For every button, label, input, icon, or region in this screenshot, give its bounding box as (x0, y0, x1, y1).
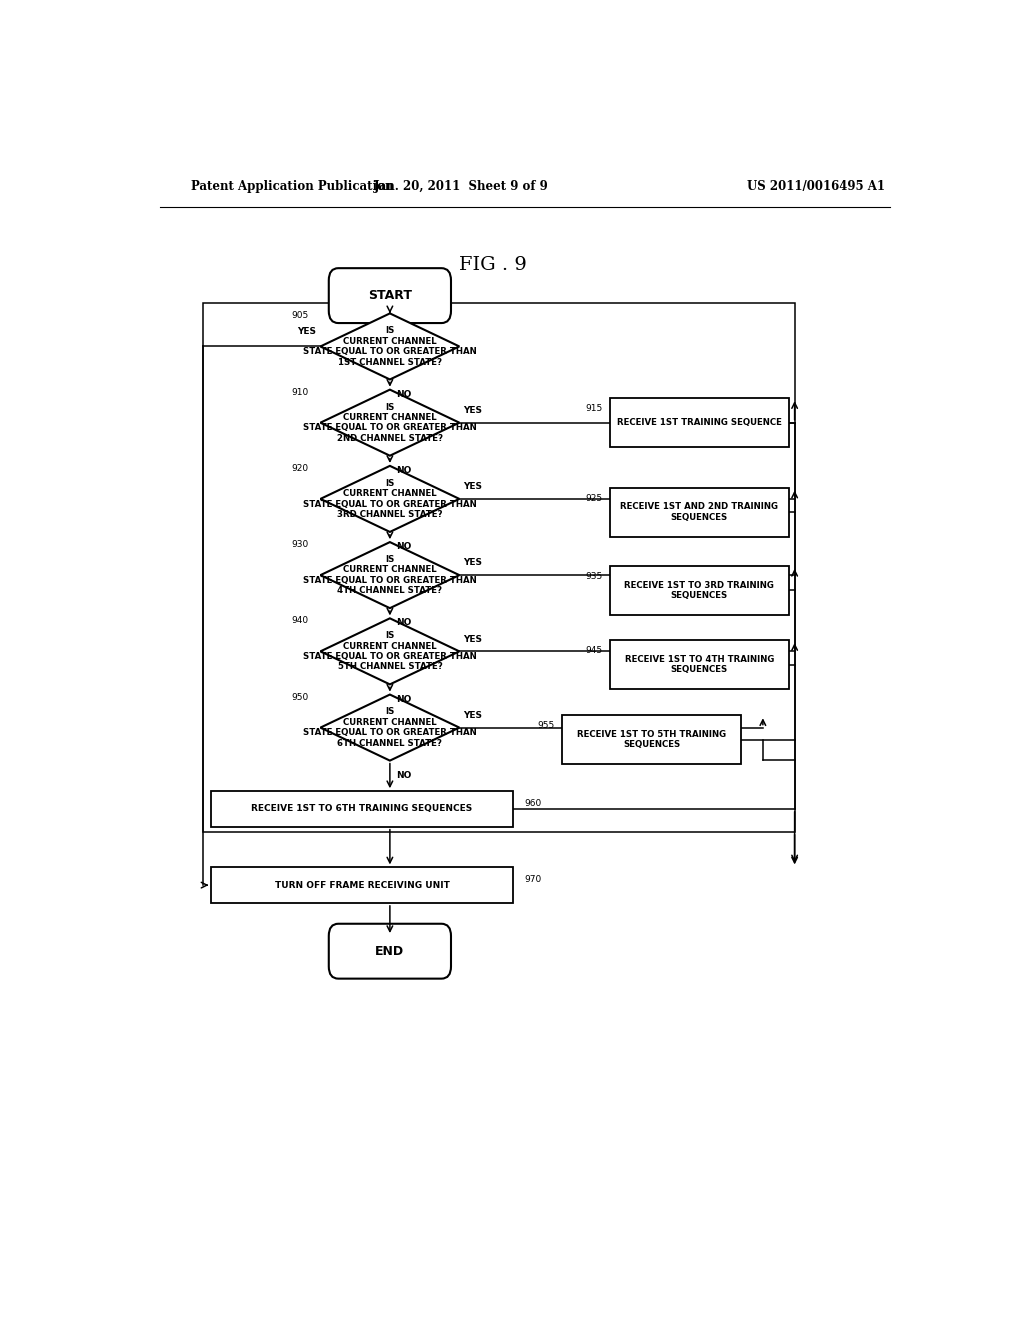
Bar (610, 640, 788, 689)
Text: FIG . 9: FIG . 9 (459, 256, 527, 275)
Text: IS
CURRENT CHANNEL
STATE EQUAL TO OR GREATER THAN
1ST CHANNEL STATE?: IS CURRENT CHANNEL STATE EQUAL TO OR GRE… (303, 326, 477, 367)
Text: END: END (376, 945, 404, 958)
Text: 955: 955 (538, 722, 555, 730)
Bar (211, 791, 513, 826)
Text: NO: NO (396, 466, 412, 475)
Text: 905: 905 (291, 312, 308, 321)
Text: START: START (368, 289, 412, 302)
Text: RECEIVE 1ST AND 2ND TRAINING
SEQUENCES: RECEIVE 1ST AND 2ND TRAINING SEQUENCES (621, 503, 778, 521)
Text: 950: 950 (291, 693, 308, 701)
Text: YES: YES (298, 326, 316, 335)
Polygon shape (321, 389, 460, 455)
Text: 915: 915 (585, 404, 602, 413)
Text: US 2011/0016495 A1: US 2011/0016495 A1 (748, 181, 885, 193)
Text: 925: 925 (585, 494, 602, 503)
Text: RECEIVE 1ST TO 4TH TRAINING
SEQUENCES: RECEIVE 1ST TO 4TH TRAINING SEQUENCES (625, 655, 774, 675)
Bar (211, 867, 513, 903)
Polygon shape (321, 543, 460, 609)
Text: NO: NO (396, 618, 412, 627)
Text: IS
CURRENT CHANNEL
STATE EQUAL TO OR GREATER THAN
3RD CHANNEL STATE?: IS CURRENT CHANNEL STATE EQUAL TO OR GRE… (303, 479, 477, 519)
Text: 940: 940 (292, 616, 308, 626)
Polygon shape (321, 466, 460, 532)
Polygon shape (321, 618, 460, 684)
Bar (610, 399, 788, 447)
Text: 960: 960 (524, 799, 542, 808)
Text: RECEIVE 1ST TO 3RD TRAINING
SEQUENCES: RECEIVE 1ST TO 3RD TRAINING SEQUENCES (625, 581, 774, 601)
Text: Patent Application Publication: Patent Application Publication (191, 181, 394, 193)
Text: 935: 935 (585, 572, 602, 581)
Text: 970: 970 (524, 875, 542, 884)
Text: RECEIVE 1ST TO 6TH TRAINING SEQUENCES: RECEIVE 1ST TO 6TH TRAINING SEQUENCES (252, 804, 473, 813)
Text: YES: YES (463, 482, 482, 491)
Text: YES: YES (463, 711, 482, 719)
Text: YES: YES (463, 635, 482, 644)
Text: 920: 920 (292, 463, 308, 473)
Text: NO: NO (396, 389, 412, 399)
Text: 910: 910 (291, 388, 308, 396)
Text: IS
CURRENT CHANNEL
STATE EQUAL TO OR GREATER THAN
4TH CHANNEL STATE?: IS CURRENT CHANNEL STATE EQUAL TO OR GRE… (303, 554, 477, 595)
Text: IS
CURRENT CHANNEL
STATE EQUAL TO OR GREATER THAN
5TH CHANNEL STATE?: IS CURRENT CHANNEL STATE EQUAL TO OR GRE… (303, 631, 477, 672)
Text: RECEIVE 1ST TO 5TH TRAINING
SEQUENCES: RECEIVE 1ST TO 5TH TRAINING SEQUENCES (578, 730, 726, 750)
Text: 930: 930 (291, 540, 308, 549)
Text: IS
CURRENT CHANNEL
STATE EQUAL TO OR GREATER THAN
6TH CHANNEL STATE?: IS CURRENT CHANNEL STATE EQUAL TO OR GRE… (303, 708, 477, 747)
Text: 945: 945 (585, 647, 602, 655)
Text: IS
CURRENT CHANNEL
STATE EQUAL TO OR GREATER THAN
2ND CHANNEL STATE?: IS CURRENT CHANNEL STATE EQUAL TO OR GRE… (303, 403, 477, 442)
Polygon shape (321, 694, 460, 760)
Bar (562, 715, 741, 764)
Bar (610, 566, 788, 615)
Text: YES: YES (463, 558, 482, 568)
Text: NO: NO (396, 771, 412, 780)
Text: Jan. 20, 2011  Sheet 9 of 9: Jan. 20, 2011 Sheet 9 of 9 (374, 181, 549, 193)
Polygon shape (321, 313, 460, 379)
Text: NO: NO (396, 694, 412, 704)
Text: NO: NO (396, 543, 412, 550)
Text: RECEIVE 1ST TRAINING SEQUENCE: RECEIVE 1ST TRAINING SEQUENCE (616, 418, 782, 428)
Text: YES: YES (463, 407, 482, 414)
Bar (204, 304, 795, 832)
FancyBboxPatch shape (329, 924, 451, 978)
Bar (610, 487, 788, 536)
FancyBboxPatch shape (329, 268, 451, 323)
Text: TURN OFF FRAME RECEIVING UNIT: TURN OFF FRAME RECEIVING UNIT (274, 880, 450, 890)
